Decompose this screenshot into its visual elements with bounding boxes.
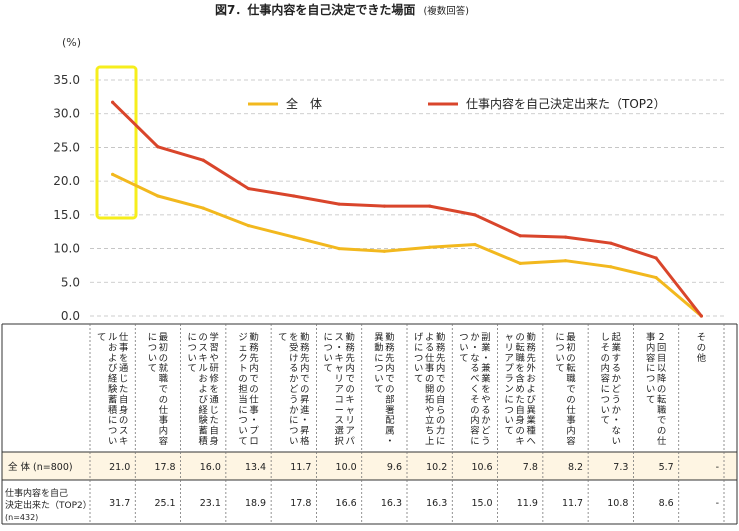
data-point-top2 xyxy=(111,100,115,104)
chart-title: 図7．仕事内容を自己決定できた場面 (複数回答) xyxy=(215,2,469,17)
data-point-top2 xyxy=(292,194,296,198)
table-cell-all: 9.6 xyxy=(387,462,402,473)
y-axis-unit-label: (%) xyxy=(62,36,81,49)
data-point-all xyxy=(292,235,296,239)
data-point-top2 xyxy=(699,314,703,318)
table-cell-top2: 25.1 xyxy=(154,498,175,509)
data-point-all xyxy=(654,275,658,280)
category-label: 勤務先内での昇進・昇格を受けるかどうかについて xyxy=(278,331,310,447)
table-cell-top2: 16.6 xyxy=(336,498,357,509)
data-point-top2 xyxy=(337,202,341,206)
legend-label: 仕事内容を自己決定出来た（TOP2） xyxy=(466,96,666,111)
table-cell-all: - xyxy=(716,462,719,473)
table-cell-all: 8.2 xyxy=(568,462,583,473)
category-label: 勤務先内での仕事・プロジェクトの担当について xyxy=(238,331,259,447)
table-cell-all: 11.7 xyxy=(290,462,311,473)
chart-title-main: 図7．仕事内容を自己決定できた場面 xyxy=(215,2,415,17)
table-cell-all: 21.0 xyxy=(109,462,130,473)
data-point-all xyxy=(156,194,160,198)
data-point-all xyxy=(111,172,115,176)
data-point-top2 xyxy=(563,235,568,239)
table-cell-top2: 23.1 xyxy=(200,498,221,509)
data-point-all xyxy=(563,259,568,263)
table-cell-all: 10.2 xyxy=(426,462,447,473)
table-cell-all: 5.7 xyxy=(659,462,674,473)
table-cell-all: 7.8 xyxy=(523,462,538,473)
y-tick-label: 15.0 xyxy=(53,208,80,222)
table-cell-top2: - xyxy=(716,498,719,509)
table-cell-all: 17.8 xyxy=(154,462,175,473)
data-point-all xyxy=(382,249,386,253)
category-label: 勤務先外および異業種への転職を含めた自身のキャリアプランについて xyxy=(505,331,537,447)
category-label: 最初の転職での仕事内容について xyxy=(555,332,575,447)
table-cell-top2: 16.3 xyxy=(426,498,447,509)
data-point-top2 xyxy=(654,256,658,260)
table-cell-top2: 17.8 xyxy=(290,498,311,509)
data-point-all xyxy=(609,265,613,269)
table-cell-top2: 18.9 xyxy=(245,498,266,509)
category-label: 勤務先内でのキャリアパス・キャリアコース選択について xyxy=(323,331,355,447)
category-label: 2 回目以降の転職での仕事内容について xyxy=(646,331,666,447)
y-tick-label: 30.0 xyxy=(53,107,80,121)
series-line-all xyxy=(111,172,703,318)
data-point-all xyxy=(518,261,522,266)
table-cell-top2: 10.8 xyxy=(607,498,628,509)
category-label: 起業するかどうか・ないしその内容について xyxy=(601,332,622,447)
data-point-all xyxy=(428,245,432,249)
table-cell-all: 13.4 xyxy=(245,462,266,473)
table-cell-top2: 8.6 xyxy=(659,498,674,509)
legend-label: 全 体 xyxy=(286,96,322,111)
data-point-all xyxy=(337,246,341,251)
data-point-top2 xyxy=(156,145,160,149)
table-cell-all: 10.6 xyxy=(471,462,492,473)
highlight-box xyxy=(95,65,138,220)
table-cell-all: 10.0 xyxy=(336,462,357,473)
category-label: 勤務先内での部署配属・異動について xyxy=(374,331,395,447)
table-row-label-all: 全 体 (n=800) xyxy=(8,461,73,473)
data-point-top2 xyxy=(246,186,251,191)
table-cell-top2: 15.0 xyxy=(471,498,492,509)
series-line-top2 xyxy=(111,100,703,318)
data-point-top2 xyxy=(382,204,386,208)
category-label: 仕事を通じた自身のスキルおよび経験蓄積について xyxy=(97,331,128,447)
table-cell-top2: 16.3 xyxy=(381,498,402,509)
data-point-all xyxy=(201,206,205,210)
data-point-top2 xyxy=(518,234,522,238)
table-cell-top2: 31.7 xyxy=(109,498,130,509)
y-tick-label: 25.0 xyxy=(53,140,80,154)
chart-subtitle: (複数回答) xyxy=(424,5,469,17)
y-tick-label: 0.0 xyxy=(61,309,80,323)
data-point-top2 xyxy=(201,158,205,162)
category-label: 副業・兼業をやるかどうか・なるべくその内容について xyxy=(459,332,491,447)
data-point-top2 xyxy=(473,213,477,217)
y-tick-label: 20.0 xyxy=(53,174,80,188)
category-label: 最初の就職での仕事内容について xyxy=(148,332,169,447)
category-label: その他 xyxy=(697,332,706,364)
table-cell-top2: 11.7 xyxy=(562,498,583,509)
y-tick-label: 10.0 xyxy=(53,242,80,256)
data-point-top2 xyxy=(428,204,432,208)
table-row-all-bg xyxy=(2,452,737,480)
table-cell-top2: 11.9 xyxy=(517,498,538,509)
data-point-all xyxy=(246,224,251,228)
table-cell-all: 16.0 xyxy=(200,462,221,473)
y-tick-label: 5.0 xyxy=(61,275,80,289)
data-point-top2 xyxy=(609,241,613,245)
category-label: 勤務先内での自らの力による仕事の開拓や立ち上げについて xyxy=(414,331,446,447)
y-tick-label: 35.0 xyxy=(53,73,80,87)
table-row-label-top2: 仕事内容を自己決定出来た（TOP2）(n=432) xyxy=(5,487,92,522)
table-cell-all: 7.3 xyxy=(613,462,628,473)
category-label: 学習や研修を通じた自身のスキルおよび経験蓄積について xyxy=(188,331,220,447)
data-point-all xyxy=(473,242,477,247)
